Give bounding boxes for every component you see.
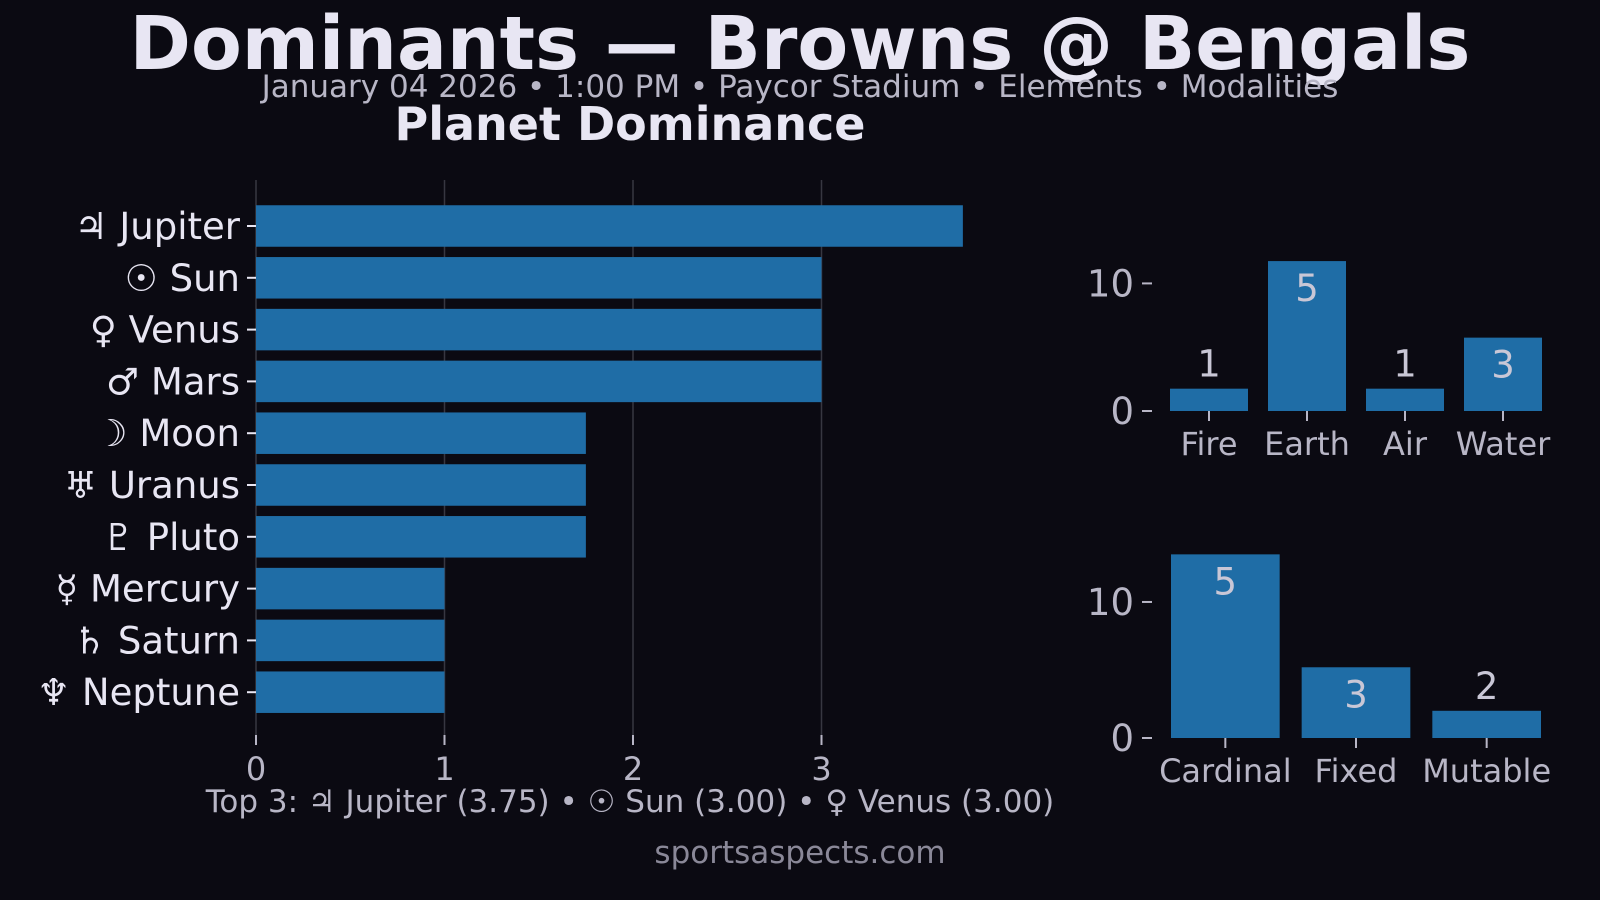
x-tick-label: 0 xyxy=(246,750,266,788)
bar xyxy=(256,205,963,247)
y-tick-label: 0 xyxy=(1110,390,1134,433)
x-tick-label: Fixed xyxy=(1315,752,1398,790)
bar xyxy=(1366,388,1444,411)
y-tick-label: 10 xyxy=(1087,581,1134,624)
x-tick-label: 1 xyxy=(434,750,454,788)
x-tick-label: 2 xyxy=(623,750,643,788)
page-title: Dominants — Browns @ Bengals xyxy=(129,1,1471,87)
planet-chart-title: Planet Dominance xyxy=(394,97,866,151)
y-tick-label: ♄ Saturn xyxy=(73,619,240,662)
bar xyxy=(256,464,586,506)
site-credit: sportsaspects.com xyxy=(654,835,946,871)
bar xyxy=(1268,261,1346,411)
bar xyxy=(256,360,822,403)
bar xyxy=(256,257,822,299)
data-label: 5 xyxy=(1295,267,1319,310)
y-tick-label: 10 xyxy=(1087,262,1134,305)
bar xyxy=(256,412,586,454)
x-tick-label: 3 xyxy=(811,750,831,788)
y-tick-label: ☉ Sun xyxy=(125,257,240,300)
y-tick-label: ☿ Mercury xyxy=(56,568,240,611)
data-label: 2 xyxy=(1475,665,1499,708)
y-tick-label: ♇ Pluto xyxy=(102,516,240,559)
y-tick-label: ♂ Mars xyxy=(106,360,240,403)
y-tick-label: 0 xyxy=(1110,717,1134,760)
data-label: 1 xyxy=(1197,343,1221,386)
bar xyxy=(1170,388,1248,411)
bar xyxy=(1301,667,1411,738)
bar xyxy=(256,516,586,558)
bar xyxy=(1171,554,1280,738)
page-subtitle: January 04 2026 • 1:00 PM • Paycor Stadi… xyxy=(261,69,1339,105)
bar xyxy=(256,308,822,351)
data-label: 3 xyxy=(1491,344,1515,387)
x-tick-label: Cardinal xyxy=(1159,752,1292,790)
bar xyxy=(256,619,445,662)
bar xyxy=(256,671,445,713)
data-label: 3 xyxy=(1344,673,1368,716)
y-tick-label: ☽ Moon xyxy=(94,412,240,455)
x-tick-label: Mutable xyxy=(1422,752,1551,790)
bar xyxy=(256,567,445,610)
x-tick-label: Earth xyxy=(1264,425,1350,463)
y-tick-label: ♀ Venus xyxy=(90,309,240,352)
x-tick-label: Air xyxy=(1383,425,1428,463)
x-tick-label: Fire xyxy=(1180,425,1237,463)
data-label: 1 xyxy=(1393,343,1417,386)
data-label: 5 xyxy=(1214,560,1238,603)
x-tick-label: Water xyxy=(1456,425,1551,463)
bar xyxy=(1464,337,1542,411)
y-tick-label: ♅ Uranus xyxy=(64,464,240,507)
y-tick-label: ♃ Jupiter xyxy=(74,205,240,248)
y-tick-label: ♆ Neptune xyxy=(37,671,240,714)
top3-summary: Top 3: ♃ Jupiter (3.75) • ☉ Sun (3.00) •… xyxy=(205,784,1055,820)
bar xyxy=(1432,710,1541,738)
